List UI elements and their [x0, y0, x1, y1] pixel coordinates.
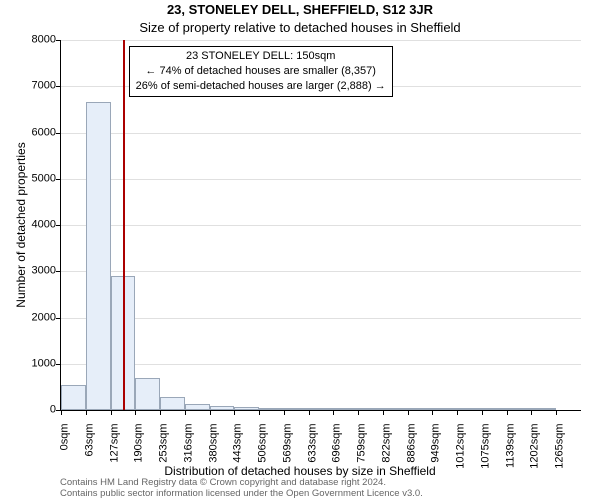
- xtick-label: 822sqm: [381, 424, 392, 484]
- xtick-label: 1265sqm: [555, 424, 566, 484]
- xtick-label: 1075sqm: [480, 424, 491, 484]
- xtick-label: 759sqm: [357, 424, 368, 484]
- xtick-mark: [383, 410, 384, 415]
- xtick-mark: [408, 410, 409, 415]
- plot-area: 23 STONELEY DELL: 150sqm ← 74% of detache…: [60, 40, 581, 411]
- xtick-mark: [457, 410, 458, 415]
- xtick-label: 949sqm: [431, 424, 442, 484]
- xtick-label: 63sqm: [84, 424, 95, 484]
- xtick-label: 127sqm: [109, 424, 120, 484]
- annotation-box: 23 STONELEY DELL: 150sqm ← 74% of detache…: [129, 46, 393, 97]
- ytick-mark: [56, 86, 61, 87]
- ytick-label: 2000: [6, 312, 56, 323]
- gridline: [61, 40, 581, 41]
- xtick-label: 1139sqm: [505, 424, 516, 484]
- xtick-label: 190sqm: [134, 424, 145, 484]
- gridline: [61, 133, 581, 134]
- xtick-label: 569sqm: [282, 424, 293, 484]
- xtick-mark: [309, 410, 310, 415]
- bar: [432, 408, 457, 410]
- reference-line: [123, 40, 125, 410]
- ytick-label: 1000: [6, 358, 56, 369]
- xtick-label: 316sqm: [183, 424, 194, 484]
- annotation-line-3: 26% of semi-detached houses are larger (…: [136, 80, 386, 92]
- xtick-label: 0sqm: [60, 424, 71, 484]
- xtick-label: 1202sqm: [530, 424, 541, 484]
- ytick-label: 0: [6, 405, 56, 416]
- xtick-mark: [284, 410, 285, 415]
- bar: [457, 408, 482, 410]
- annotation-line-1: 23 STONELEY DELL: 150sqm: [186, 50, 335, 62]
- chart-title: 23, STONELEY DELL, SHEFFIELD, S12 3JR: [0, 2, 600, 17]
- bar: [482, 408, 507, 410]
- gridline: [61, 271, 581, 272]
- xtick-mark: [482, 410, 483, 415]
- xtick-mark: [86, 410, 87, 415]
- xtick-mark: [333, 410, 334, 415]
- bar: [531, 408, 556, 410]
- bar: [309, 408, 334, 410]
- xtick-mark: [160, 410, 161, 415]
- bar: [358, 408, 383, 410]
- ytick-label: 6000: [6, 127, 56, 138]
- xtick-label: 886sqm: [406, 424, 417, 484]
- gridline: [61, 179, 581, 180]
- ytick-mark: [56, 179, 61, 180]
- xtick-label: 380sqm: [208, 424, 219, 484]
- xtick-label: 1012sqm: [456, 424, 467, 484]
- xtick-label: 253sqm: [159, 424, 170, 484]
- ytick-mark: [56, 225, 61, 226]
- xtick-mark: [556, 410, 557, 415]
- bar: [160, 397, 185, 410]
- xtick-mark: [61, 410, 62, 415]
- xtick-mark: [432, 410, 433, 415]
- annotation-line-2: ← 74% of detached houses are smaller (8,…: [145, 65, 376, 77]
- bar: [259, 408, 284, 410]
- bar: [234, 407, 259, 410]
- xtick-mark: [210, 410, 211, 415]
- ytick-label: 4000: [6, 220, 56, 231]
- xtick-label: 443sqm: [233, 424, 244, 484]
- bar: [185, 404, 210, 410]
- gridline: [61, 318, 581, 319]
- bar: [333, 408, 358, 410]
- gridline: [61, 225, 581, 226]
- footnote-line-2: Contains public sector information licen…: [60, 488, 423, 499]
- gridline: [61, 364, 581, 365]
- ytick-mark: [56, 40, 61, 41]
- xtick-mark: [507, 410, 508, 415]
- ytick-label: 8000: [6, 35, 56, 46]
- xtick-label: 696sqm: [332, 424, 343, 484]
- ytick-label: 7000: [6, 81, 56, 92]
- bar: [61, 385, 86, 410]
- bar: [383, 408, 408, 410]
- xtick-mark: [234, 410, 235, 415]
- ytick-label: 5000: [6, 173, 56, 184]
- bar: [135, 378, 160, 410]
- xtick-mark: [259, 410, 260, 415]
- xtick-label: 633sqm: [307, 424, 318, 484]
- ytick-mark: [56, 364, 61, 365]
- bar: [210, 406, 235, 410]
- xtick-mark: [111, 410, 112, 415]
- xtick-mark: [531, 410, 532, 415]
- xtick-label: 506sqm: [258, 424, 269, 484]
- xtick-mark: [185, 410, 186, 415]
- ytick-mark: [56, 133, 61, 134]
- ytick-mark: [56, 318, 61, 319]
- ytick-label: 3000: [6, 266, 56, 277]
- bar: [408, 408, 433, 410]
- bar: [86, 102, 111, 410]
- xtick-mark: [135, 410, 136, 415]
- bar: [284, 408, 309, 410]
- xtick-mark: [358, 410, 359, 415]
- chart-subtitle: Size of property relative to detached ho…: [0, 20, 600, 35]
- ytick-mark: [56, 271, 61, 272]
- bar: [507, 408, 532, 410]
